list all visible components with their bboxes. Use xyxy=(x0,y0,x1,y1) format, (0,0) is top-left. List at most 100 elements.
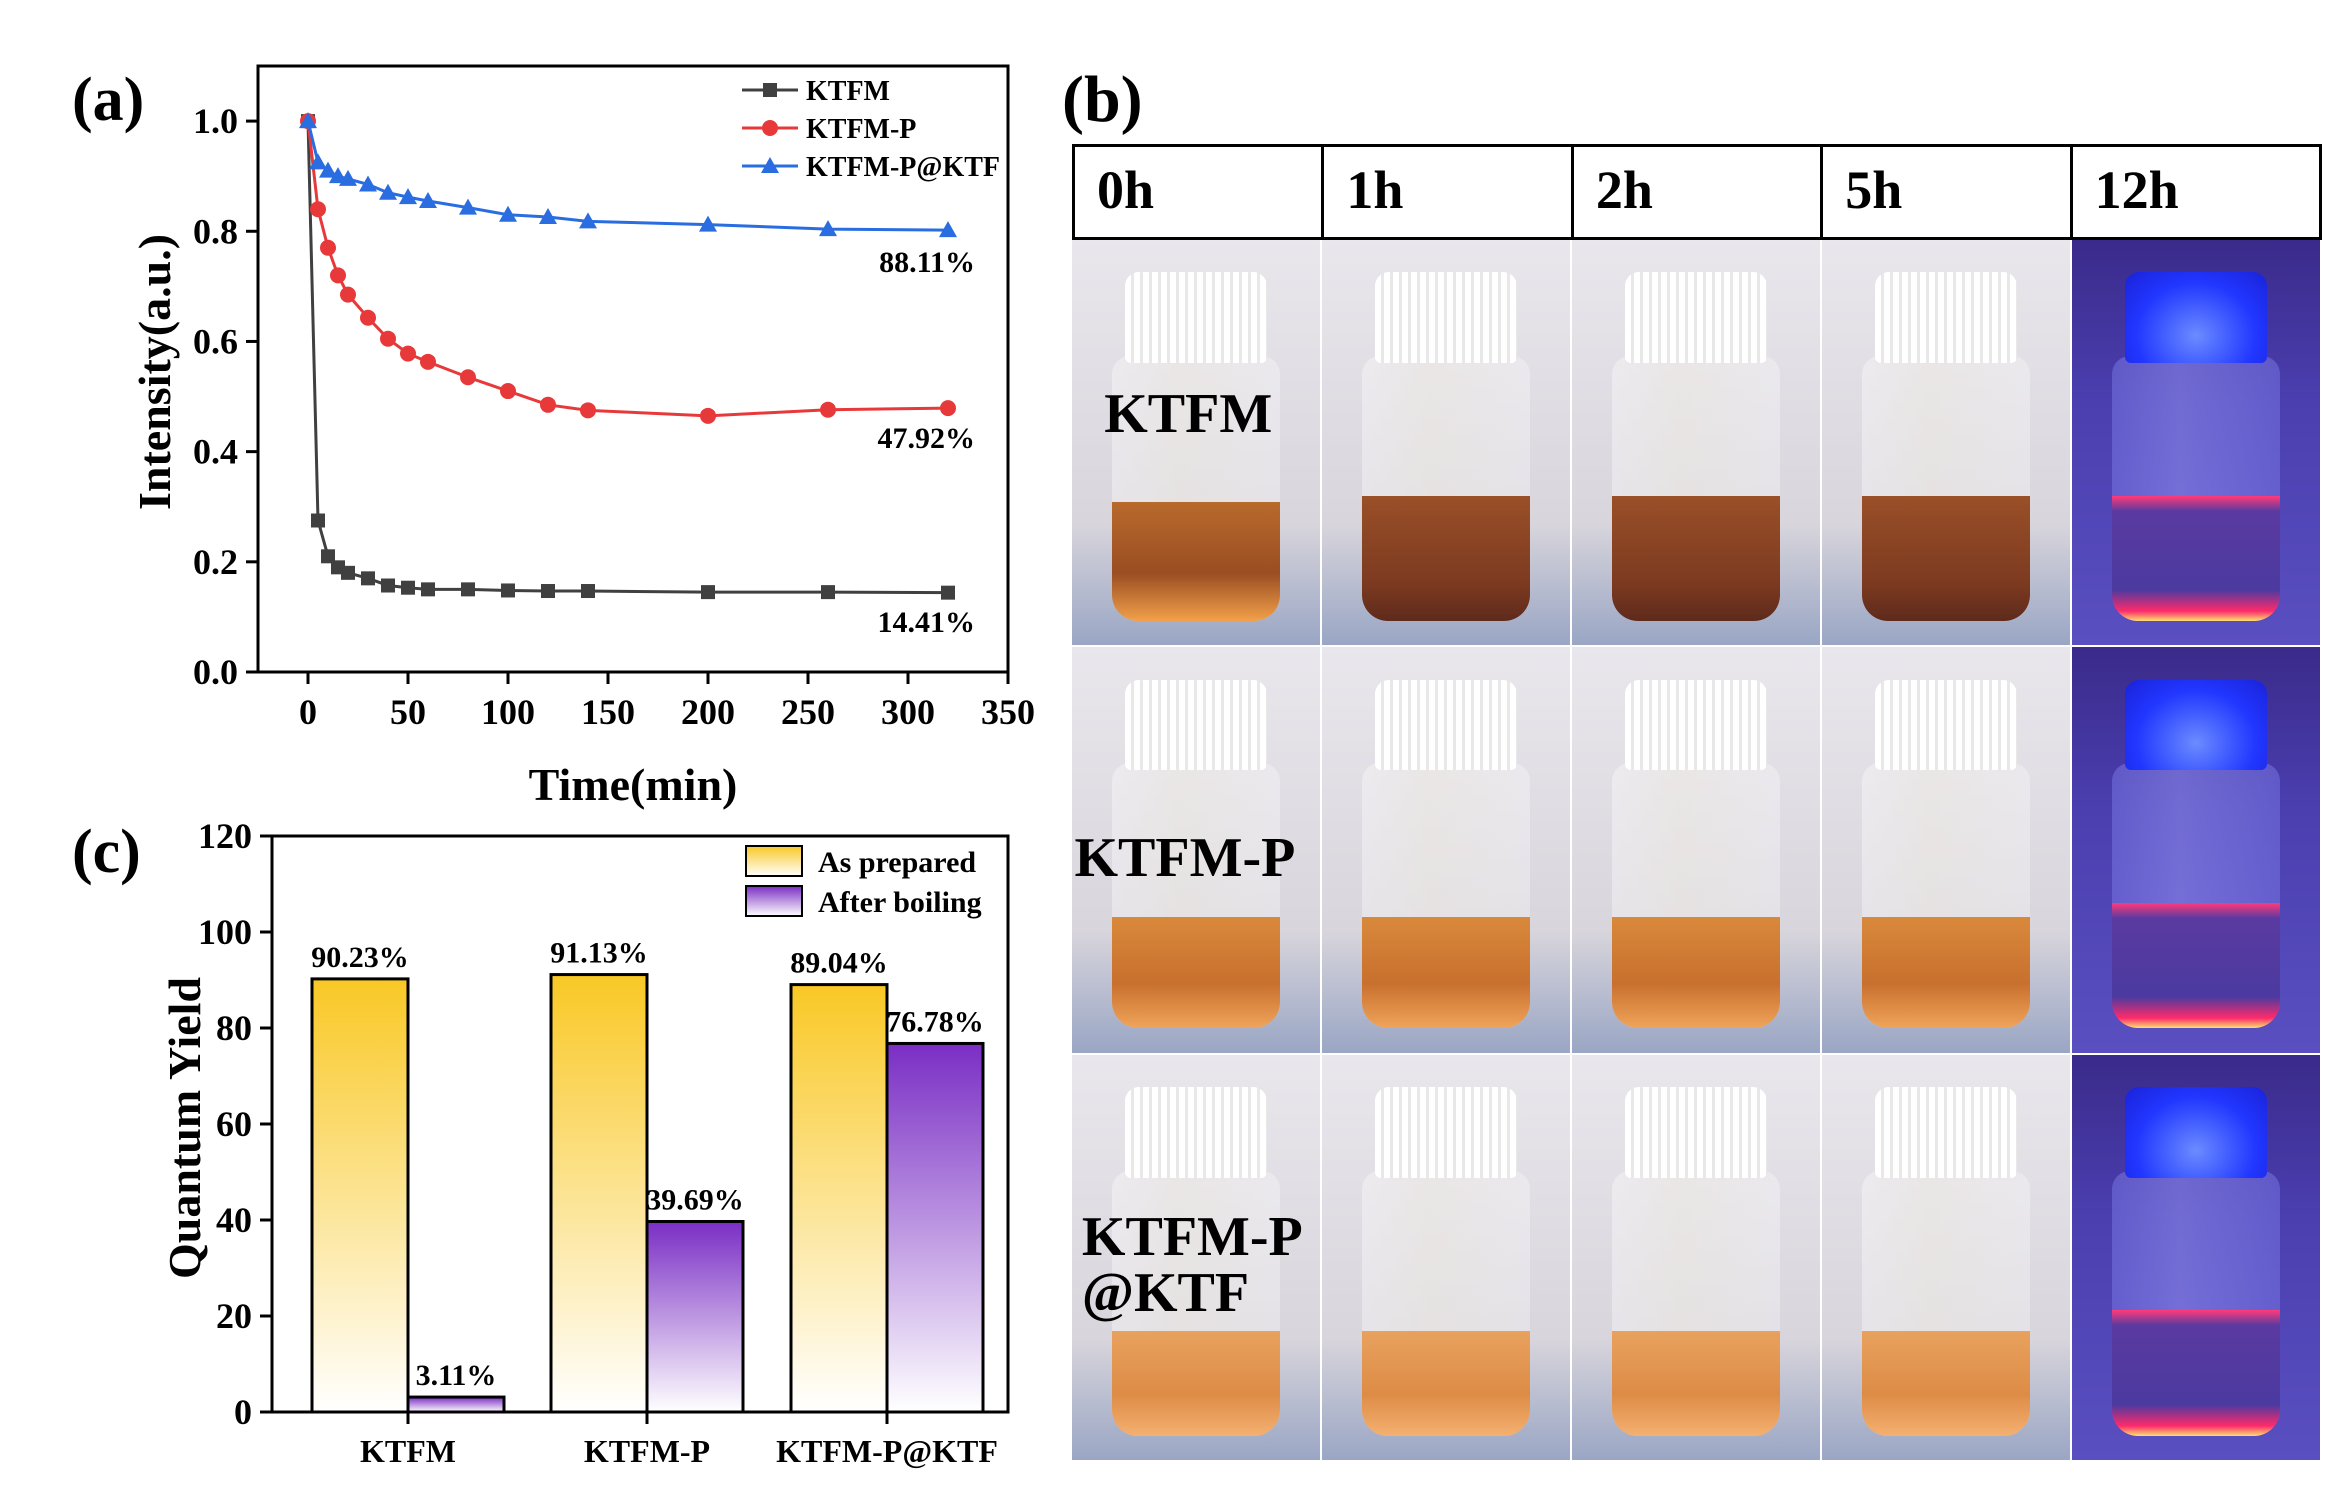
data-point xyxy=(339,169,357,186)
data-point xyxy=(580,402,596,419)
data-point xyxy=(299,112,317,129)
data-point xyxy=(311,513,325,528)
sample-row-label: KTFM-P @KTF xyxy=(1082,1209,1303,1321)
time-header-1h: 1h xyxy=(1324,147,1574,237)
vial-liquid xyxy=(1611,1331,1781,1436)
data-point xyxy=(319,161,337,178)
panel-c-ylabel: Quantum Yield xyxy=(159,977,210,1279)
data-point xyxy=(539,207,557,224)
vial-photo xyxy=(1822,240,2072,648)
charts-svg: (a) 0 50 100 150 200 250 300 3500.00.20.40.60.8… xyxy=(72,64,1035,1469)
y-tick-label: 60 xyxy=(216,1104,252,1144)
data-point xyxy=(701,585,715,600)
x-tick-label: 50 xyxy=(390,692,426,732)
y-tick-label: 120 xyxy=(198,816,252,856)
vial-liquid xyxy=(2111,495,2281,621)
data-point xyxy=(820,401,836,418)
y-tick-label: 100 xyxy=(198,912,252,952)
x-tick-label: 150 xyxy=(581,692,635,732)
time-header-2h: 2h xyxy=(1574,147,1824,237)
vial-cap xyxy=(1875,679,2017,771)
vial-liquid xyxy=(1861,1331,2031,1436)
y-tick-label: 0.6 xyxy=(193,321,238,361)
legend-swatch xyxy=(745,885,803,917)
vial xyxy=(1111,1087,1281,1436)
data-point xyxy=(821,585,835,600)
panel-b-label: (b) xyxy=(1062,63,1143,136)
data-point xyxy=(941,585,955,600)
data-point xyxy=(320,239,336,256)
data-point xyxy=(419,191,437,208)
vial-photo xyxy=(2072,647,2322,1055)
sample-row-label-line: KTFM xyxy=(1104,382,1273,445)
data-point xyxy=(939,221,957,238)
vial-cap xyxy=(2125,1087,2267,1178)
data-point xyxy=(579,212,597,229)
data-point xyxy=(499,205,517,222)
vial xyxy=(1111,679,1281,1029)
category-label: KTFM-P xyxy=(584,1433,710,1469)
y-tick-label: 0.8 xyxy=(193,211,238,251)
vial-cap xyxy=(1625,1087,1767,1178)
vial xyxy=(2111,272,2281,621)
vial xyxy=(1861,272,2031,621)
legend-marker xyxy=(761,157,779,173)
data-point xyxy=(540,396,556,413)
vial-liquid xyxy=(1111,1331,1281,1436)
series-line-KTFM-P xyxy=(306,120,949,418)
time-header: 0h 1h 2h 5h 12h xyxy=(1072,144,2322,240)
bar-value-label: 89.04% xyxy=(790,947,888,980)
vial xyxy=(1611,1087,1781,1436)
vial-cap xyxy=(1375,272,1517,364)
vial-cap xyxy=(1875,1087,2017,1178)
category-label: KTFM xyxy=(360,1433,456,1469)
vial-cap xyxy=(1625,679,1767,771)
x-tick-label: 350 xyxy=(981,692,1035,732)
y-tick-label: 0.4 xyxy=(193,432,238,472)
y-tick-label: 1.0 xyxy=(193,101,238,141)
data-point xyxy=(460,369,476,386)
bar-value-label: 76.78% xyxy=(886,1005,984,1038)
data-point xyxy=(341,565,355,580)
time-header-12h: 12h xyxy=(2094,160,2179,220)
vial-liquid xyxy=(1111,916,1281,1029)
vial-cap xyxy=(1125,679,1267,771)
vial xyxy=(1361,679,1531,1029)
panel-a-xlabel: Time(min) xyxy=(529,759,738,810)
data-point xyxy=(379,183,397,200)
vial-liquid xyxy=(1111,502,1281,621)
vial-liquid xyxy=(2111,1310,2281,1436)
vial-photo xyxy=(1322,240,1572,648)
vial xyxy=(1361,272,1531,621)
time-header-5h: 5h xyxy=(1823,147,2073,237)
vial xyxy=(1861,1087,2031,1436)
vial-liquid xyxy=(1361,916,1531,1029)
panel-a-label: (a) xyxy=(72,66,144,134)
data-point xyxy=(361,571,375,586)
vial-photo xyxy=(1322,1054,1572,1462)
retention-annotation: 14.41% xyxy=(878,606,976,639)
time-header-0h: 0h xyxy=(1075,147,1325,237)
data-point xyxy=(381,578,395,593)
sample-row-label-line: KTFM-P xyxy=(1074,826,1296,889)
panel-a-ylabel: Intensity(a.u.) xyxy=(129,234,180,510)
x-tick-label: 0 xyxy=(299,692,317,732)
legend-label: KTFM-P@KTF xyxy=(806,152,1000,183)
y-tick-label: 80 xyxy=(216,1008,252,1048)
vial-cap xyxy=(2125,272,2267,364)
panel-c-plot: 0 20 40 60 80 100 120 KTFM 90.23% 3.11% KTFM-P 91.1… xyxy=(198,816,1010,1469)
sample-row-label-line: @KTF xyxy=(1081,1261,1250,1324)
vial xyxy=(2111,679,2281,1029)
vial-liquid xyxy=(2111,902,2281,1029)
vial-liquid xyxy=(1611,916,1781,1029)
vial-photo: KTFM-P @KTF xyxy=(1072,1054,1322,1462)
x-tick-label: 250 xyxy=(781,692,835,732)
vial-cap xyxy=(2125,679,2267,771)
legend-swatch xyxy=(745,845,803,877)
y-tick-label: 20 xyxy=(216,1296,252,1336)
vial-photo xyxy=(1322,647,1572,1055)
vial xyxy=(1611,679,1781,1029)
data-point xyxy=(321,549,335,564)
vial-photo xyxy=(2072,240,2322,648)
data-point xyxy=(501,583,515,598)
